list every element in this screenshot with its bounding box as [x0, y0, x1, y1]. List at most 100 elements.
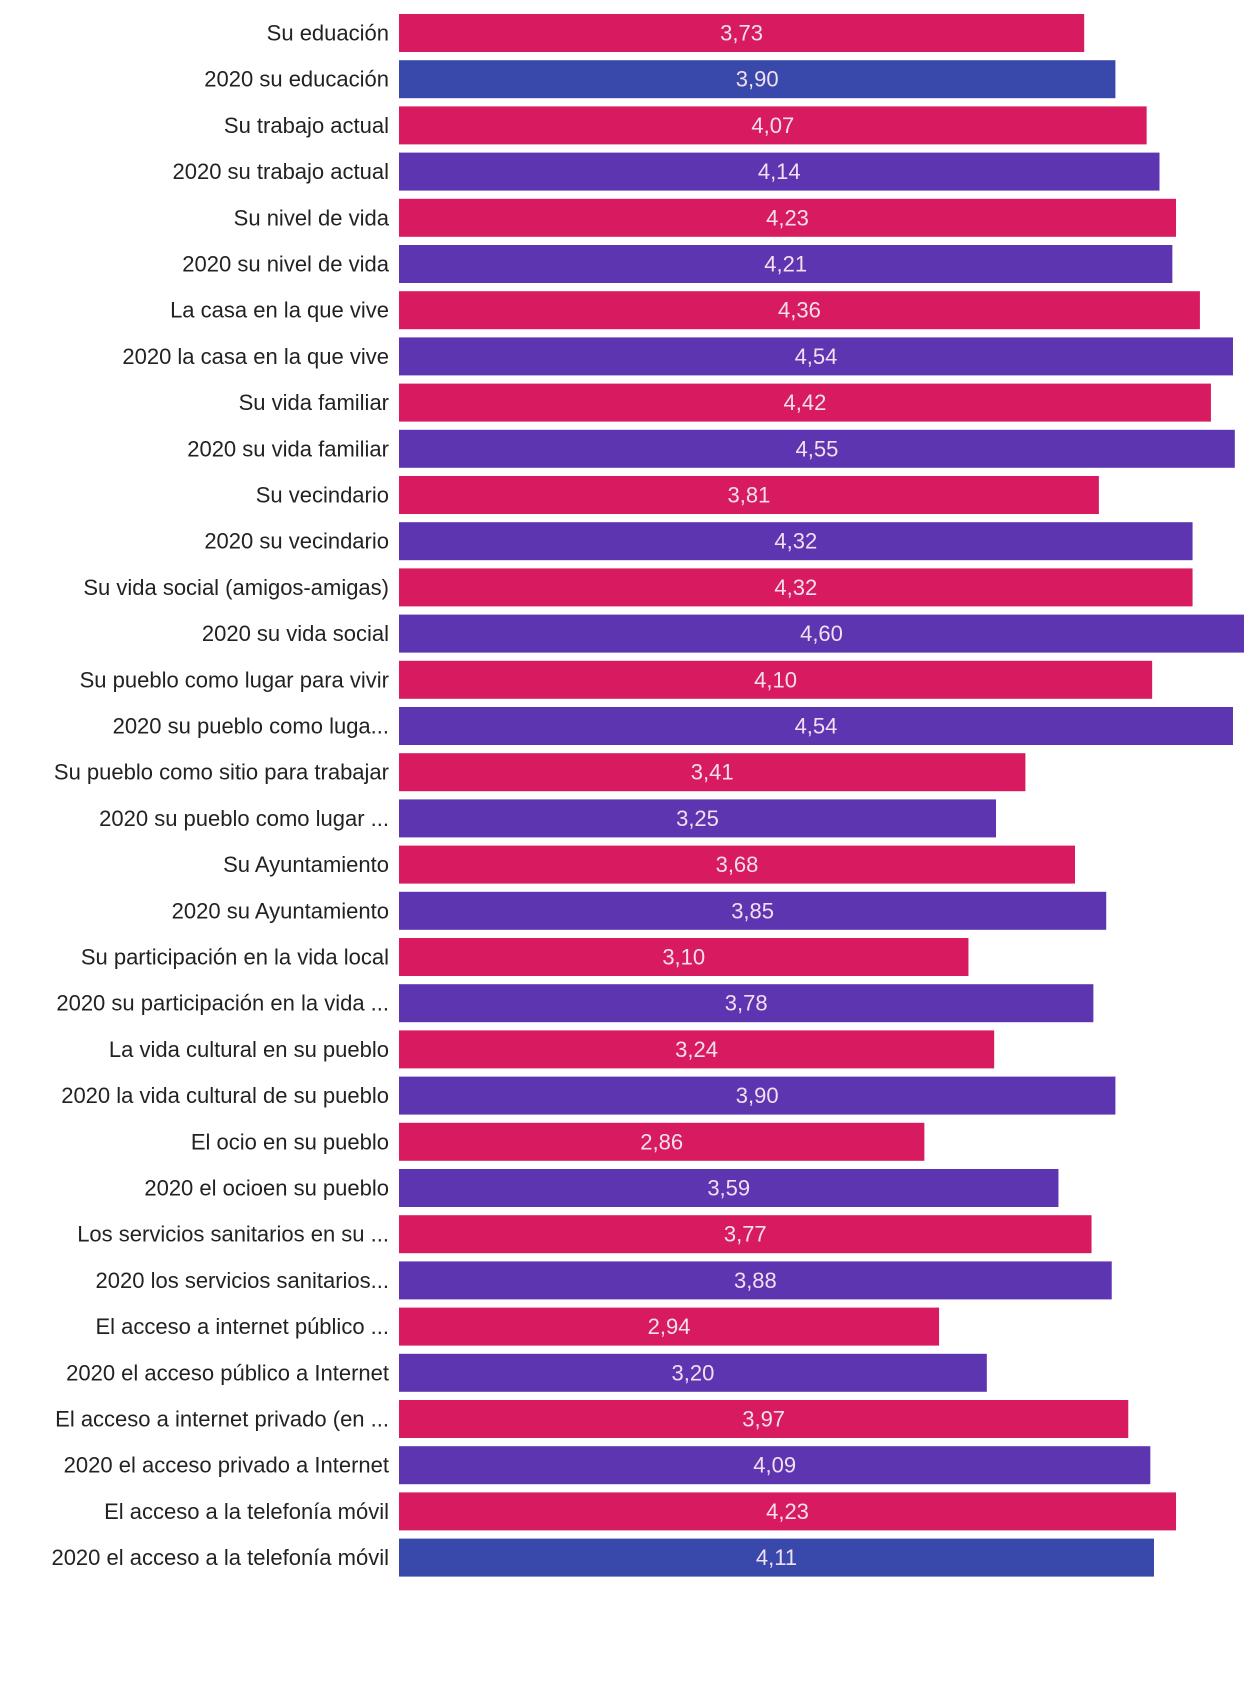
bar-row: 2020 su trabajo actual 4,14: [173, 152, 1160, 191]
value-label: 4,32: [774, 529, 817, 554]
bar: [399, 383, 1211, 422]
category-label: 2020 su Ayuntamiento: [172, 898, 389, 923]
bar-row: 2020 la vida cultural de su pueblo 3,90: [61, 1076, 1116, 1115]
value-label: 4,32: [774, 575, 817, 600]
category-label: 2020 la casa en la que vive: [122, 344, 389, 369]
bar: [399, 1446, 1151, 1485]
bar-row: Su vida social (amigos-amigas) 4,32: [83, 568, 1193, 607]
value-label: 3,78: [725, 991, 768, 1016]
category-label: Su pueblo como lugar para vivir: [80, 667, 389, 692]
bar-row: Su pueblo como lugar para vivir 4,10: [80, 660, 1153, 699]
value-label: 4,09: [753, 1453, 796, 1478]
bar: [399, 291, 1200, 330]
bar-row: 2020 el acceso privado a Internet 4,09: [64, 1446, 1151, 1485]
category-label: La casa en la que vive: [170, 298, 389, 323]
value-label: 3,10: [662, 945, 705, 970]
bar-row: 2020 su vecindario 4,32: [204, 522, 1193, 561]
value-label: 3,59: [707, 1176, 750, 1201]
bar: [399, 198, 1177, 237]
bar-row: La casa en la que vive 4,36: [170, 291, 1200, 330]
value-label: 3,85: [731, 898, 774, 923]
bar-row: 2020 el acceso a la telefonía móvil 4,11: [51, 1538, 1154, 1577]
category-label: El ocio en su pueblo: [191, 1129, 389, 1154]
value-label: 4,60: [800, 621, 843, 646]
bar-row: 2020 el acceso público a Internet 3,20: [66, 1353, 987, 1392]
bar-row: 2020 su participación en la vida ... 3,78: [56, 984, 1094, 1023]
category-label: El acceso a internet privado (en ...: [55, 1407, 389, 1432]
bar: [399, 568, 1193, 607]
bar: [399, 1076, 1116, 1115]
bar: [399, 753, 1026, 792]
value-label: 4,23: [766, 1499, 809, 1524]
bar-row: Su Ayuntamiento 3,68: [223, 845, 1075, 884]
category-label: 2020 su educación: [204, 67, 389, 92]
bar-row: El acceso a internet privado (en ... 3,97: [55, 1400, 1129, 1438]
bar-row: Su vida familiar 4,42: [239, 383, 1211, 422]
bar: [399, 845, 1075, 884]
value-label: 4,54: [795, 344, 838, 369]
bar: [399, 799, 997, 838]
bar-row: 2020 su pueblo como luga... 4,54: [113, 707, 1233, 745]
bar: [399, 1492, 1177, 1531]
value-label: 3,90: [736, 67, 779, 92]
category-label: 2020 el acceso a la telefonía móvil: [51, 1545, 389, 1570]
category-label: 2020 el acceso público a Internet: [66, 1360, 389, 1385]
category-label: Su vida familiar: [239, 390, 389, 415]
bar: [399, 1538, 1154, 1577]
category-label: 2020 su pueblo como lugar ...: [99, 806, 389, 831]
bar: [399, 1169, 1059, 1207]
category-label: Su vecindario: [256, 483, 389, 508]
value-label: 3,68: [716, 852, 759, 877]
value-label: 4,36: [778, 298, 821, 323]
category-label: 2020 la vida cultural de su pueblo: [61, 1083, 389, 1108]
bar-row: Su trabajo actual 4,07: [224, 106, 1147, 145]
category-label: 2020 su trabajo actual: [173, 159, 390, 184]
bar: [399, 106, 1147, 145]
value-label: 3,81: [728, 483, 771, 508]
bar: [399, 984, 1094, 1023]
bar: [399, 337, 1233, 376]
value-label: 4,21: [764, 252, 807, 277]
value-label: 4,14: [758, 159, 801, 184]
category-label: Su vida social (amigos-amigas): [83, 575, 389, 600]
bar: [399, 707, 1233, 745]
bar-row: El acceso a la telefonía móvil 4,23: [104, 1492, 1177, 1531]
category-label: Su eduación: [267, 21, 389, 46]
bar: [399, 614, 1244, 653]
bar-row: 2020 su vida social 4,60: [202, 614, 1244, 653]
category-label: El acceso a la telefonía móvil: [104, 1499, 389, 1524]
value-label: 4,23: [766, 205, 809, 230]
bars-layer: Su eduación 3,73 2020 su educación 3,90 Su t…: [51, 14, 1244, 1577]
bar-row: Su nivel de vida 4,23: [234, 198, 1177, 237]
category-label: Su trabajo actual: [224, 113, 389, 138]
bar: [399, 60, 1116, 99]
value-label: 4,07: [751, 113, 794, 138]
category-label: 2020 los servicios sanitarios...: [96, 1268, 389, 1293]
bar-row: 2020 su nivel de vida 4,21: [182, 245, 1173, 283]
category-label: Su nivel de vida: [234, 205, 390, 230]
bar: [399, 1215, 1092, 1254]
bar-row: 2020 su vida familiar 4,55: [187, 429, 1235, 468]
bar: [399, 429, 1235, 468]
category-label: Su pueblo como sitio para trabajar: [54, 760, 389, 785]
bar: [399, 152, 1160, 191]
category-label: Su Ayuntamiento: [223, 852, 389, 877]
bar: [399, 476, 1099, 514]
category-label: El acceso a internet público ...: [96, 1314, 390, 1339]
bar-row: Su participación en la vida local 3,10: [81, 938, 969, 976]
bar: [399, 1261, 1112, 1300]
value-label: 4,10: [754, 667, 797, 692]
value-label: 3,20: [671, 1360, 714, 1385]
bar: [399, 1307, 940, 1346]
value-label: 3,41: [691, 760, 734, 785]
bar-row: 2020 su pueblo como lugar ... 3,25: [99, 799, 997, 838]
category-label: 2020 su vida familiar: [187, 436, 389, 461]
value-label: 4,55: [795, 436, 838, 461]
bar: [399, 938, 969, 976]
bar-row: Su pueblo como sitio para trabajar 3,41: [54, 753, 1026, 792]
category-label: 2020 el ocioen su pueblo: [144, 1176, 389, 1201]
category-label: 2020 su vida social: [202, 621, 389, 646]
bar: [399, 891, 1107, 930]
